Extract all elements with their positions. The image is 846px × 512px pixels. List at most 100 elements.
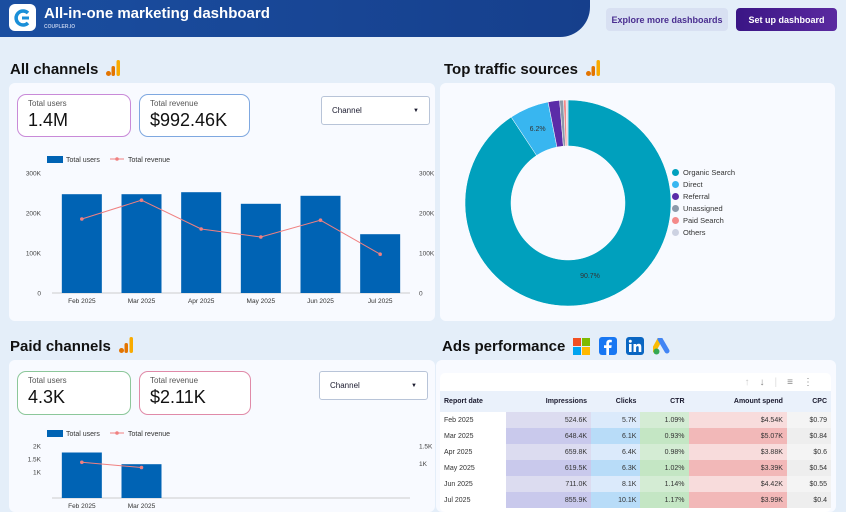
table-cell: 1.14% bbox=[640, 476, 689, 492]
table-cell: Jul 2025 bbox=[444, 496, 471, 504]
ads-performance-table: Report date Impressions Clicks CTR Amount sp… bbox=[440, 391, 831, 508]
bar-total-users[interactable] bbox=[121, 464, 162, 498]
sort-ascending-icon[interactable]: ↑ bbox=[744, 376, 750, 388]
y2-tick-label: 300K bbox=[419, 171, 435, 178]
table-cell: 711.0K bbox=[506, 476, 592, 492]
table-cell: $4.54K bbox=[688, 412, 787, 428]
paid-channels-title: Paid channels bbox=[10, 337, 133, 355]
table-toolbar: ↑ ↓ | ≡ ⋮ bbox=[744, 376, 813, 388]
revenue-point[interactable] bbox=[199, 227, 203, 231]
linkedin-icon bbox=[626, 337, 645, 355]
revenue-point[interactable] bbox=[80, 460, 84, 465]
revenue-point[interactable] bbox=[139, 198, 144, 202]
table-row: Jul 2025 855.9K 10.1K 1.17% $3.99K $0.4 bbox=[440, 492, 831, 508]
table-cell: 659.8K bbox=[506, 444, 592, 460]
legend-label: Referral bbox=[683, 191, 710, 201]
column-header[interactable]: CTR bbox=[640, 391, 689, 412]
microsoft-ads-icon bbox=[573, 337, 591, 355]
dropdown-value: Channel bbox=[330, 381, 360, 390]
x-tick-label: Mar 2025 bbox=[128, 298, 156, 305]
google-analytics-icon bbox=[118, 337, 133, 353]
bar-total-users[interactable] bbox=[181, 192, 222, 293]
bar-total-users[interactable] bbox=[240, 203, 281, 293]
x-tick-label: Apr 2025 bbox=[188, 298, 215, 305]
column-header[interactable]: CPC bbox=[786, 391, 831, 412]
legend-item[interactable]: Referral bbox=[672, 190, 735, 202]
legend-label: Total revenue bbox=[128, 157, 170, 164]
header-bar: All-in-one marketing dashboard COUPLER.I… bbox=[0, 0, 590, 37]
legend-swatch-users bbox=[47, 430, 63, 437]
table-cell: 0.93% bbox=[640, 428, 689, 444]
y-tick-label: 2K bbox=[33, 444, 42, 451]
bar-total-users[interactable] bbox=[61, 194, 102, 293]
table-cell: 5.7K bbox=[591, 412, 641, 428]
legend-item[interactable]: Unassigned bbox=[672, 202, 735, 214]
y2-tick-label: 100K bbox=[419, 251, 435, 258]
legend-dot bbox=[672, 168, 679, 176]
donut-slice[interactable] bbox=[565, 99, 569, 147]
table-cell: 8.1K bbox=[591, 476, 641, 492]
y-tick-label: 1.5K bbox=[28, 457, 42, 464]
legend-item[interactable]: Direct bbox=[672, 178, 735, 190]
caret-down-icon: ▼ bbox=[411, 382, 417, 389]
column-header[interactable]: Impressions bbox=[506, 391, 592, 412]
kpi-value: 1.4M bbox=[28, 110, 69, 130]
kpi-total-revenue: Total revenue $992.46K bbox=[139, 94, 250, 137]
table-cell: 1.17% bbox=[640, 492, 689, 508]
chart-legend: Total users Total revenue bbox=[47, 430, 170, 438]
table-cell: Apr 2025 bbox=[444, 448, 473, 456]
ads-table-card: ↑ ↓ | ≡ ⋮ Report date Impressions Clicks CTR Amo… bbox=[440, 373, 831, 512]
legend-label: Direct bbox=[683, 179, 703, 189]
revenue-point[interactable] bbox=[259, 235, 263, 239]
sort-descending-icon[interactable]: ↓ bbox=[759, 376, 765, 388]
revenue-point[interactable] bbox=[80, 217, 84, 221]
bar-total-users[interactable] bbox=[61, 452, 102, 499]
revenue-point[interactable] bbox=[378, 252, 382, 256]
legend-marker bbox=[115, 431, 119, 435]
table-cell: 10.1K bbox=[591, 492, 641, 508]
app-title: All-in-one marketing dashboard bbox=[44, 5, 270, 22]
donut-legend: Organic Search Direct Referral Unassigned Pa… bbox=[672, 166, 735, 238]
legend-label: Total revenue bbox=[128, 431, 170, 438]
channel-dropdown[interactable]: Channel ▼ bbox=[321, 96, 430, 125]
table-cell: $3.39K bbox=[688, 460, 787, 476]
donut-slice[interactable] bbox=[464, 99, 672, 307]
table-cell: $4.42K bbox=[688, 476, 787, 492]
revenue-point[interactable] bbox=[139, 465, 144, 470]
y-tick-label: 1K bbox=[33, 470, 42, 477]
table-cell: $0.79 bbox=[786, 412, 831, 428]
setup-dashboard-button[interactable]: Set up dashboard bbox=[736, 8, 837, 31]
more-options-icon[interactable]: ⋮ bbox=[803, 376, 813, 388]
bar-total-users[interactable] bbox=[360, 234, 401, 293]
legend-label: Total users bbox=[66, 431, 100, 438]
table-cell: $3.99K bbox=[688, 492, 787, 508]
legend-dot bbox=[672, 228, 679, 236]
kpi-label: Total users bbox=[28, 99, 67, 108]
x-tick-label: Jun 2025 bbox=[307, 298, 334, 305]
table-cell: 0.98% bbox=[640, 444, 689, 460]
column-header[interactable]: Report date bbox=[440, 391, 506, 412]
donut-data-label: 90.7% bbox=[580, 273, 600, 280]
table-cell: $0.6 bbox=[786, 444, 831, 460]
bar-total-users[interactable] bbox=[300, 195, 341, 293]
legend-item[interactable]: Paid Search bbox=[672, 214, 735, 226]
legend-item[interactable]: Others bbox=[672, 226, 735, 238]
column-header[interactable]: Amount spend bbox=[688, 391, 787, 412]
legend-label: Unassigned bbox=[683, 203, 723, 213]
revenue-point[interactable] bbox=[318, 218, 323, 222]
table-row: Mar 2025 648.4K 6.1K 0.93% $5.07K $0.84 bbox=[440, 428, 831, 444]
table-cell: 1.02% bbox=[640, 460, 689, 476]
legend-item[interactable]: Organic Search bbox=[672, 166, 735, 178]
y-tick-label: 100K bbox=[26, 251, 42, 258]
table-cell: $3.88K bbox=[688, 444, 787, 460]
x-tick-label: May 2025 bbox=[247, 298, 276, 305]
column-header[interactable]: Clicks bbox=[591, 391, 641, 412]
paid-channel-dropdown[interactable]: Channel ▼ bbox=[319, 371, 428, 400]
table-cell: 6.3K bbox=[591, 460, 641, 476]
filter-icon[interactable]: ≡ bbox=[787, 376, 793, 388]
bar-total-users[interactable] bbox=[121, 194, 162, 293]
explore-dashboards-button[interactable]: Explore more dashboards bbox=[606, 8, 728, 31]
kpi-label: Total revenue bbox=[150, 376, 199, 385]
y-tick-label: 200K bbox=[26, 211, 42, 218]
kpi-value: $2.11K bbox=[150, 387, 206, 407]
